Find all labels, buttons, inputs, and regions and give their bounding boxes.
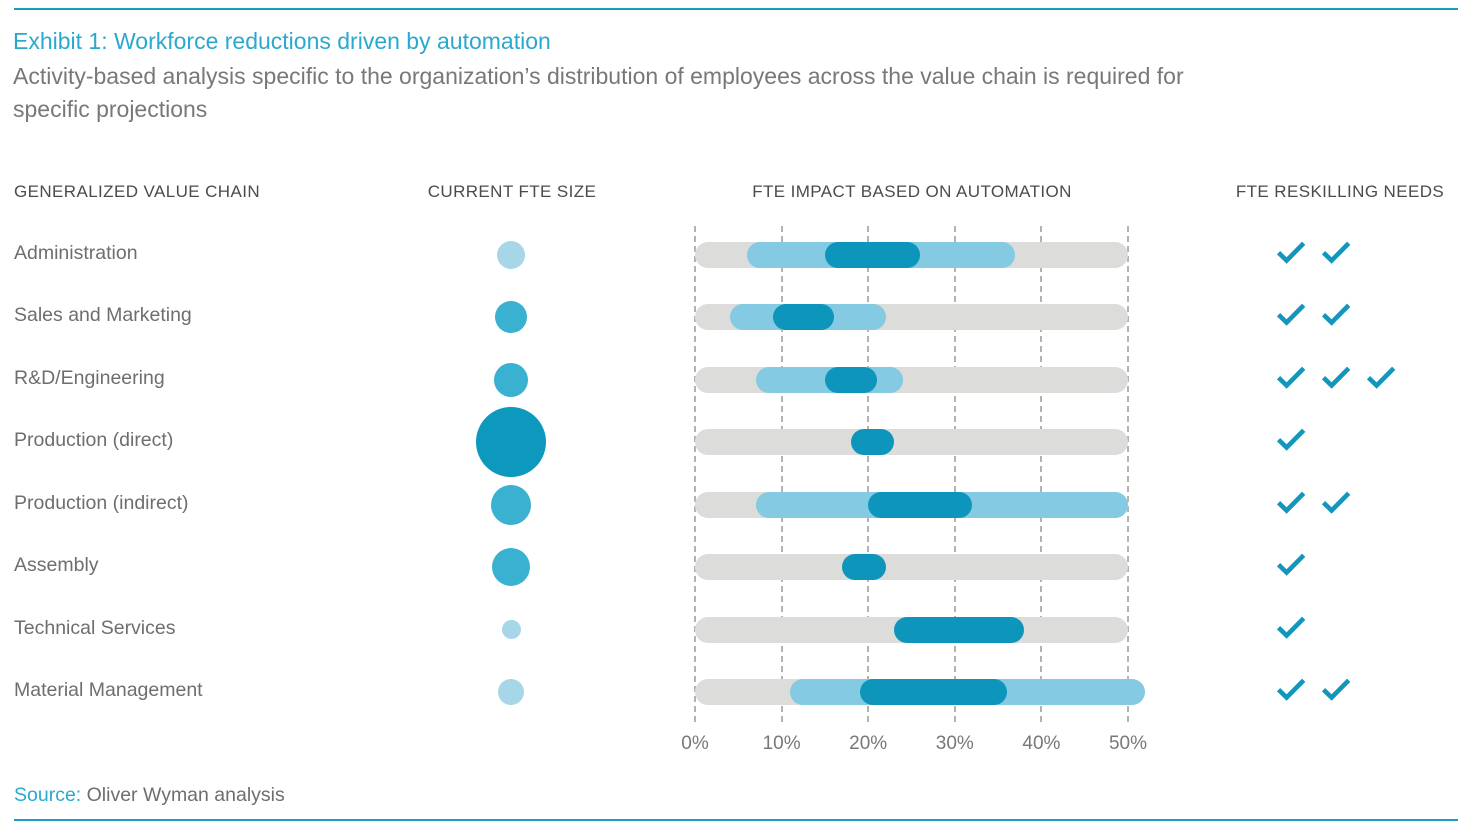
check-icon: [1276, 302, 1306, 327]
value-chain-row: Administration: [0, 223, 1463, 287]
value-chain-row: Production (indirect): [0, 473, 1463, 537]
check-icon: [1276, 365, 1306, 389]
row-label: Material Management: [14, 679, 203, 701]
fte-size-bubble: [501, 620, 521, 640]
value-chain-row: R&D/Engineering: [0, 348, 1463, 412]
row-label: R&D/Engineering: [14, 366, 165, 389]
axis-gridline: [953, 226, 956, 722]
exhibit-title: Exhibit 1: Workforce reductions driven b…: [13, 28, 551, 54]
check-icon: [1321, 490, 1351, 514]
check-icon: [1321, 677, 1351, 701]
fte-size-bubble: [495, 301, 527, 334]
value-chain-row: Production (direct): [0, 407, 1463, 478]
source-label: Source:: [14, 784, 82, 806]
row-label: Technical Services: [14, 616, 176, 639]
value-chain-row: Material Management: [0, 660, 1463, 724]
check-icon: [1321, 302, 1351, 327]
check-icon: [1276, 552, 1306, 576]
check-icon: [1276, 240, 1306, 264]
impact-range-bar-dark: [772, 304, 834, 331]
fte-size-bubble: [476, 407, 546, 478]
source-text: Oliver Wyman analysis: [81, 784, 285, 806]
column-header-current-fte-size: CURRENT FTE SIZE: [427, 182, 597, 201]
axis-tick-label: 20%: [849, 733, 888, 754]
check-icon: [1276, 677, 1306, 701]
value-chain-row: Technical Services: [0, 598, 1463, 662]
impact-range-bar-dark: [824, 366, 877, 393]
fte-size-bubble: [498, 679, 524, 705]
check-icon: [1321, 365, 1351, 389]
exhibit-subtitle-line-1: Activity-based analysis specific to the …: [13, 63, 1184, 89]
row-label: Sales and Marketing: [14, 304, 192, 327]
axis-tick-label: 40%: [1022, 733, 1061, 754]
fte-size-bubble: [494, 362, 528, 397]
row-label: Production (direct): [14, 429, 174, 452]
impact-range-bar-dark: [850, 429, 895, 456]
impact-range-bar-dark: [868, 491, 973, 518]
bottom-divider: [14, 819, 1458, 821]
axis-tick-label: 10%: [762, 733, 801, 754]
exhibit-subtitle-line-2: specific projections: [13, 96, 208, 122]
top-divider: [14, 8, 1458, 10]
fte-size-bubble: [491, 484, 531, 525]
check-icon: [1366, 365, 1396, 389]
value-chain-row: Assembly: [0, 535, 1463, 599]
column-header-fte-impact: FTE IMPACT BASED ON AUTOMATION: [752, 182, 1072, 201]
check-icon: [1321, 240, 1351, 264]
source-line: Source: Oliver Wyman analysis: [14, 784, 285, 807]
check-icon: [1276, 427, 1306, 452]
axis-tick-label: 0%: [681, 733, 709, 754]
axis-gridline: [694, 226, 696, 722]
row-label: Assembly: [14, 554, 99, 577]
impact-range-bar-dark: [894, 616, 1025, 643]
axis-gridline: [1127, 226, 1129, 722]
impact-range-bar-dark: [842, 554, 886, 581]
fte-size-bubble: [492, 548, 530, 587]
row-label: Administration: [14, 242, 138, 264]
impact-range-bar-dark: [824, 242, 921, 268]
axis-tick-label: 50%: [1108, 733, 1148, 754]
impact-range-bar-dark: [859, 679, 1007, 705]
axis-tick-label: 30%: [935, 733, 974, 754]
axis-gridline: [867, 226, 870, 722]
impact-scale-track: [695, 554, 1128, 581]
impact-scale-track: [695, 429, 1128, 456]
check-icon: [1276, 615, 1306, 639]
value-chain-row: Sales and Marketing: [0, 285, 1463, 349]
row-label: Production (indirect): [14, 491, 189, 514]
column-header-value-chain: GENERALIZED VALUE CHAIN: [14, 182, 260, 201]
axis-gridline: [1040, 226, 1043, 722]
axis-gridline: [780, 226, 783, 722]
check-icon: [1276, 490, 1306, 514]
fte-size-bubble: [497, 241, 525, 269]
column-header-reskilling-needs: FTE RESKILLING NEEDS: [1235, 182, 1445, 201]
